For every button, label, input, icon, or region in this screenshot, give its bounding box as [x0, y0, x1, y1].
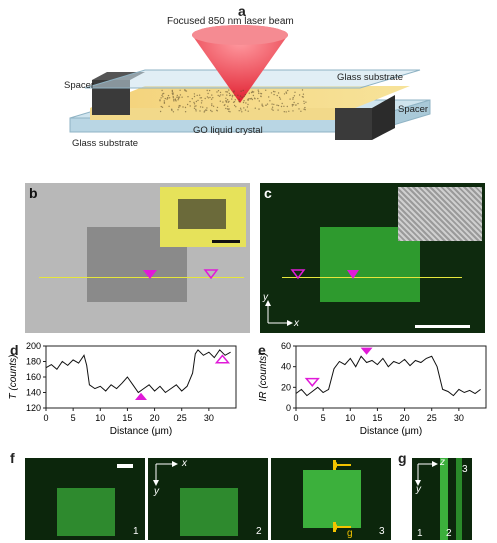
- go-texture: [159, 89, 307, 113]
- y-tick-label: 120: [26, 403, 41, 413]
- c-axis-y: y: [263, 292, 268, 303]
- g-num-2: 2: [446, 528, 452, 539]
- x-axis-label: Distance (μm): [110, 426, 172, 437]
- spacer-right: [335, 108, 372, 140]
- x-tick-label: 20: [400, 413, 410, 423]
- f-g-mark: g: [347, 528, 353, 539]
- y-tick-label: 140: [26, 388, 41, 398]
- marker-open: [304, 377, 320, 387]
- c-inset: [398, 187, 482, 241]
- panel-c-image: y x: [260, 183, 485, 333]
- b-markers: [143, 269, 219, 280]
- f-axis-y: y: [154, 486, 159, 497]
- c-markers: [265, 269, 470, 328]
- b-marker-filled: [143, 270, 157, 279]
- x-tick-label: 0: [293, 413, 298, 423]
- c-marker-open: [290, 269, 306, 280]
- f-g-markers: [333, 460, 351, 532]
- g-num-1: 1: [417, 528, 423, 539]
- f-image-3: g 3: [271, 458, 391, 540]
- x-tick-label: 10: [95, 413, 105, 423]
- plot-frame: [295, 345, 487, 409]
- x-tick-label: 10: [345, 413, 355, 423]
- laser-cone: [192, 35, 288, 103]
- panel-label-a: a: [238, 3, 246, 19]
- x-tick-label: 25: [427, 413, 437, 423]
- marker-filled: [360, 347, 373, 355]
- f-scale-bar: [117, 464, 133, 468]
- b-marker-open: [203, 269, 219, 280]
- x-tick-label: 5: [71, 413, 76, 423]
- c-axis-x: x: [294, 318, 299, 329]
- series-line: [295, 355, 481, 397]
- f-num-1: 1: [133, 526, 139, 537]
- panel-label-e: e: [258, 342, 266, 358]
- y-axis-label: IR (counts): [258, 353, 269, 402]
- x-axis-label: Distance (μm): [360, 426, 422, 437]
- g-image: z y 1 2 3: [412, 457, 472, 540]
- x-tick-label: 5: [321, 413, 326, 423]
- g-num-3: 3: [462, 464, 468, 475]
- g-axes: [415, 461, 438, 486]
- y-tick-label: 60: [281, 341, 291, 351]
- panel-label-b: b: [29, 185, 38, 201]
- series-line: [45, 349, 231, 394]
- y-tick-label: 160: [26, 372, 41, 382]
- marker-filled: [135, 392, 147, 400]
- lc-layer: [90, 86, 410, 108]
- c-marker-filled: [347, 270, 359, 279]
- bottom-glass-label: Glass substrate: [72, 138, 138, 149]
- laser-label: Focused 850 nm laser beam: [167, 16, 294, 27]
- f-image-1: 1: [25, 458, 145, 540]
- panel-label-c: c: [264, 185, 272, 201]
- f-num-3: 3: [379, 526, 385, 537]
- g-axis-y: y: [416, 484, 421, 495]
- f-num-2: 2: [256, 526, 262, 537]
- y-tick-label: 40: [281, 362, 291, 372]
- y-tick-label: 180: [26, 357, 41, 367]
- lc-label: GO liquid crystal: [193, 125, 263, 136]
- device-schematic: [69, 25, 431, 140]
- g-axis-z: z: [440, 457, 445, 468]
- b-profile-line: [39, 277, 244, 278]
- y-tick-label: 200: [26, 341, 41, 351]
- marker-open: [214, 354, 231, 364]
- spacer-right-label: Spacer: [398, 104, 429, 115]
- c-profile-line: [282, 277, 462, 278]
- x-tick-label: 15: [122, 413, 132, 423]
- chart-e: 0 20 40 60 0 5 10 15 20 25 30 Distance (μm) IR (coun…: [258, 341, 487, 437]
- panel-label-g: g: [398, 450, 407, 466]
- x-tick-label: 25: [177, 413, 187, 423]
- x-tick-label: 30: [204, 413, 214, 423]
- spacer-left: [92, 80, 130, 115]
- y-tick-label: 0: [286, 403, 291, 413]
- c-scale-bar: [415, 325, 470, 328]
- f-image-2: x y 2: [148, 458, 268, 540]
- f-axis-x: x: [182, 458, 187, 469]
- x-tick-label: 20: [150, 413, 160, 423]
- x-tick-label: 15: [372, 413, 382, 423]
- chart-d: 120 140 160 180 200 0 5 10 15 20 25 30 Distance (μm)…: [8, 341, 237, 437]
- y-tick-label: 20: [281, 382, 291, 392]
- f-axes: [153, 461, 178, 486]
- x-tick-label: 0: [43, 413, 48, 423]
- spacer-left-label: Spacer: [64, 80, 95, 91]
- x-tick-label: 30: [454, 413, 464, 423]
- panel-label-d: d: [10, 342, 19, 358]
- panel-b-image: [25, 183, 250, 333]
- b-inset: [160, 187, 246, 247]
- y-axis-label: T (counts): [8, 354, 19, 399]
- top-glass-label: Glass substrate: [337, 72, 403, 83]
- panel-label-f: f: [10, 450, 15, 466]
